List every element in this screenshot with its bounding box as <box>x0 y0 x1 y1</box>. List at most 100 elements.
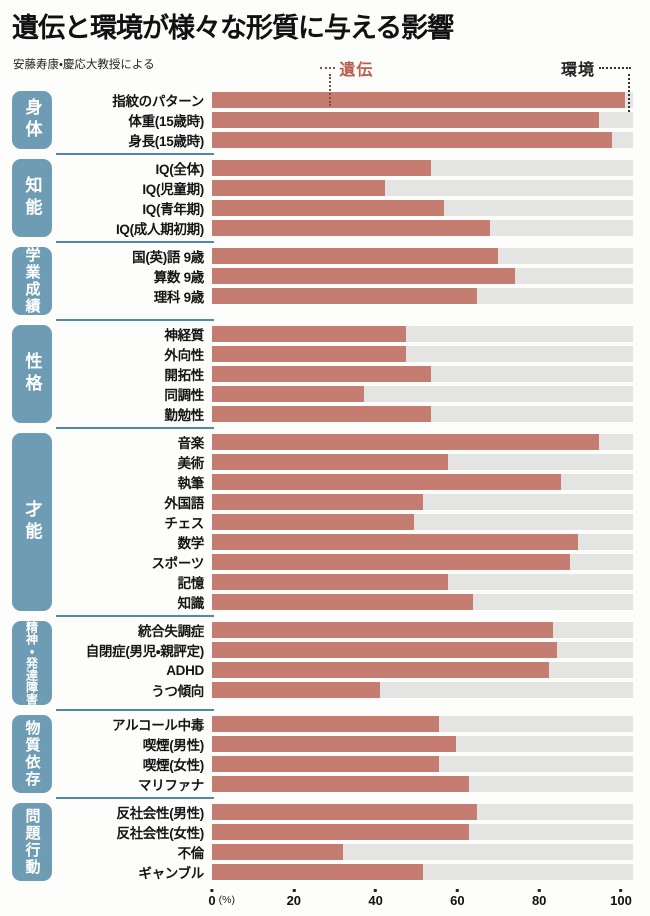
environment-bar-track <box>212 776 633 792</box>
category-label: 性格 <box>12 325 52 423</box>
trait-label: 数学 <box>177 536 205 551</box>
trait-label: 記憶 <box>177 576 205 591</box>
axis-unit-label: (%) <box>218 894 235 906</box>
bar-row: 神経質 <box>56 324 633 344</box>
chart-section: 物質依存 アルコール中毒 喫煙(男性) 喫煙(女性) マリファナ <box>12 710 650 799</box>
tick-dot-icon <box>374 889 378 892</box>
environment-bar-track <box>212 554 633 570</box>
bar-row: 自閉症(男児・親評定) <box>56 640 633 660</box>
bar-row: ギャンブル <box>56 862 633 882</box>
heredity-bar-fill <box>212 112 600 128</box>
tick-dot-icon <box>537 889 541 892</box>
heredity-bar-fill <box>212 160 431 176</box>
bar-row: 算数 9歳 <box>56 266 633 286</box>
environment-bar-track <box>212 594 633 610</box>
trait-label: 指紋のパターン <box>112 94 204 109</box>
heredity-bar-fill <box>212 622 553 638</box>
heredity-bar-fill <box>212 474 562 490</box>
axis-tick: 40 <box>368 889 383 907</box>
heredity-bar-fill <box>212 514 415 530</box>
environment-leader-dots-icon <box>599 67 631 69</box>
heredity-bar-fill <box>212 662 549 678</box>
environment-bar-track <box>212 534 633 550</box>
bar-row: ADHD <box>56 660 633 680</box>
environment-bar-track <box>212 366 633 382</box>
category-label: 物質依存 <box>12 715 52 793</box>
environment-bar-track <box>212 434 633 450</box>
chart-section: 学業成績 国(英)語 9歳 算数 9歳 理科 9歳 <box>12 242 650 321</box>
environment-bar-track <box>212 268 633 284</box>
tick-dot-icon <box>455 889 459 892</box>
environment-bar-track <box>212 474 633 490</box>
bar-row: 美術 <box>56 452 633 472</box>
axis-tick: 80 <box>532 889 546 907</box>
bar-row: スポーツ <box>56 552 633 572</box>
legend-environment: 環境 <box>561 56 631 80</box>
bar-row: うつ傾向 <box>56 680 633 700</box>
heredity-bar-fill <box>212 248 499 264</box>
bar-row: マリファナ <box>56 774 633 794</box>
heredity-bar-fill <box>212 844 343 860</box>
category-label: 知能 <box>12 159 52 237</box>
environment-bar-track <box>212 180 633 196</box>
trait-label: チェス <box>164 516 204 531</box>
heredity-bar-fill <box>212 736 457 752</box>
heredity-bar-fill <box>212 642 558 658</box>
axis-tick: 100 <box>610 889 632 907</box>
tick-dot-icon <box>619 889 623 892</box>
bar-row: 喫煙(女性) <box>56 754 633 774</box>
category-label: 身体 <box>12 91 52 149</box>
heredity-bar-fill <box>212 494 423 510</box>
trait-label: 国(英)語 9歳 <box>132 250 204 265</box>
tick-dot-icon <box>210 889 214 892</box>
environment-bar-track <box>212 574 633 590</box>
trait-label: 不倫 <box>177 846 205 861</box>
trait-label: IQ(全体) <box>155 162 205 177</box>
bar-row: IQ(全体) <box>56 158 633 178</box>
heredity-bar-fill <box>212 326 406 342</box>
legend-heredity: 遺伝 <box>320 56 373 80</box>
heredity-bar-fill <box>212 756 440 772</box>
bar-row: 知識 <box>56 592 633 612</box>
chart-sections: 身体 指紋のパターン 体重(15歳時) 身長(15歳時) 知能 IQ(全体) IQ(児童期)… <box>0 86 650 886</box>
bar-row: 執筆 <box>56 472 633 492</box>
legend-environment-label: 環境 <box>560 62 595 79</box>
bar-row: 記憶 <box>56 572 633 592</box>
heredity-bar-fill <box>212 386 364 402</box>
environment-bar-track <box>212 386 633 402</box>
heredity-bar-fill <box>212 366 431 382</box>
bar-row: 不倫 <box>56 842 633 862</box>
legend: 遺伝 環境 <box>212 54 631 112</box>
trait-label: 喫煙(男性) <box>142 738 205 753</box>
heredity-bar-fill <box>212 92 625 108</box>
bar-row: 統合失調症 <box>56 620 633 640</box>
trait-label: マリファナ <box>138 778 204 793</box>
chart-section: 精神・発達障害 統合失調症 自閉症(男児・親評定) ADHD うつ傾向 <box>12 616 650 711</box>
category-label: 精神・発達障害 <box>12 621 52 705</box>
trait-label: IQ(青年期) <box>142 202 204 217</box>
environment-bar-track <box>212 326 633 342</box>
bar-row: 反社会性(女性) <box>56 822 633 842</box>
bar-row: 開拓性 <box>56 364 633 384</box>
trait-label: 知識 <box>177 596 205 611</box>
heredity-bar-fill <box>212 554 570 570</box>
trait-label: うつ傾向 <box>151 684 204 699</box>
bar-row: 外国語 <box>56 492 633 512</box>
x-axis: 0 (%) 20 40 60 80 100 <box>208 886 632 916</box>
heredity-bar-fill <box>212 594 474 610</box>
trait-label: スポーツ <box>151 556 204 571</box>
tick-label: 80 <box>531 893 547 908</box>
heredity-bar-fill <box>212 180 385 196</box>
bar-row: 反社会性(男性) <box>56 802 633 822</box>
environment-bar-track <box>212 682 633 698</box>
heredity-bar-fill <box>212 200 444 216</box>
environment-bar-track <box>212 112 633 128</box>
bar-row: 理科 9歳 <box>56 286 633 306</box>
trait-label: ギャンブル <box>138 866 204 881</box>
bar-row: 勤勉性 <box>56 404 633 424</box>
bar-row: 国(英)語 9歳 <box>56 246 633 266</box>
section-rows: 統合失調症 自閉症(男児・親評定) ADHD うつ傾向 <box>56 620 650 706</box>
environment-bar-track <box>212 844 633 860</box>
bar-row: 同調性 <box>56 384 633 404</box>
